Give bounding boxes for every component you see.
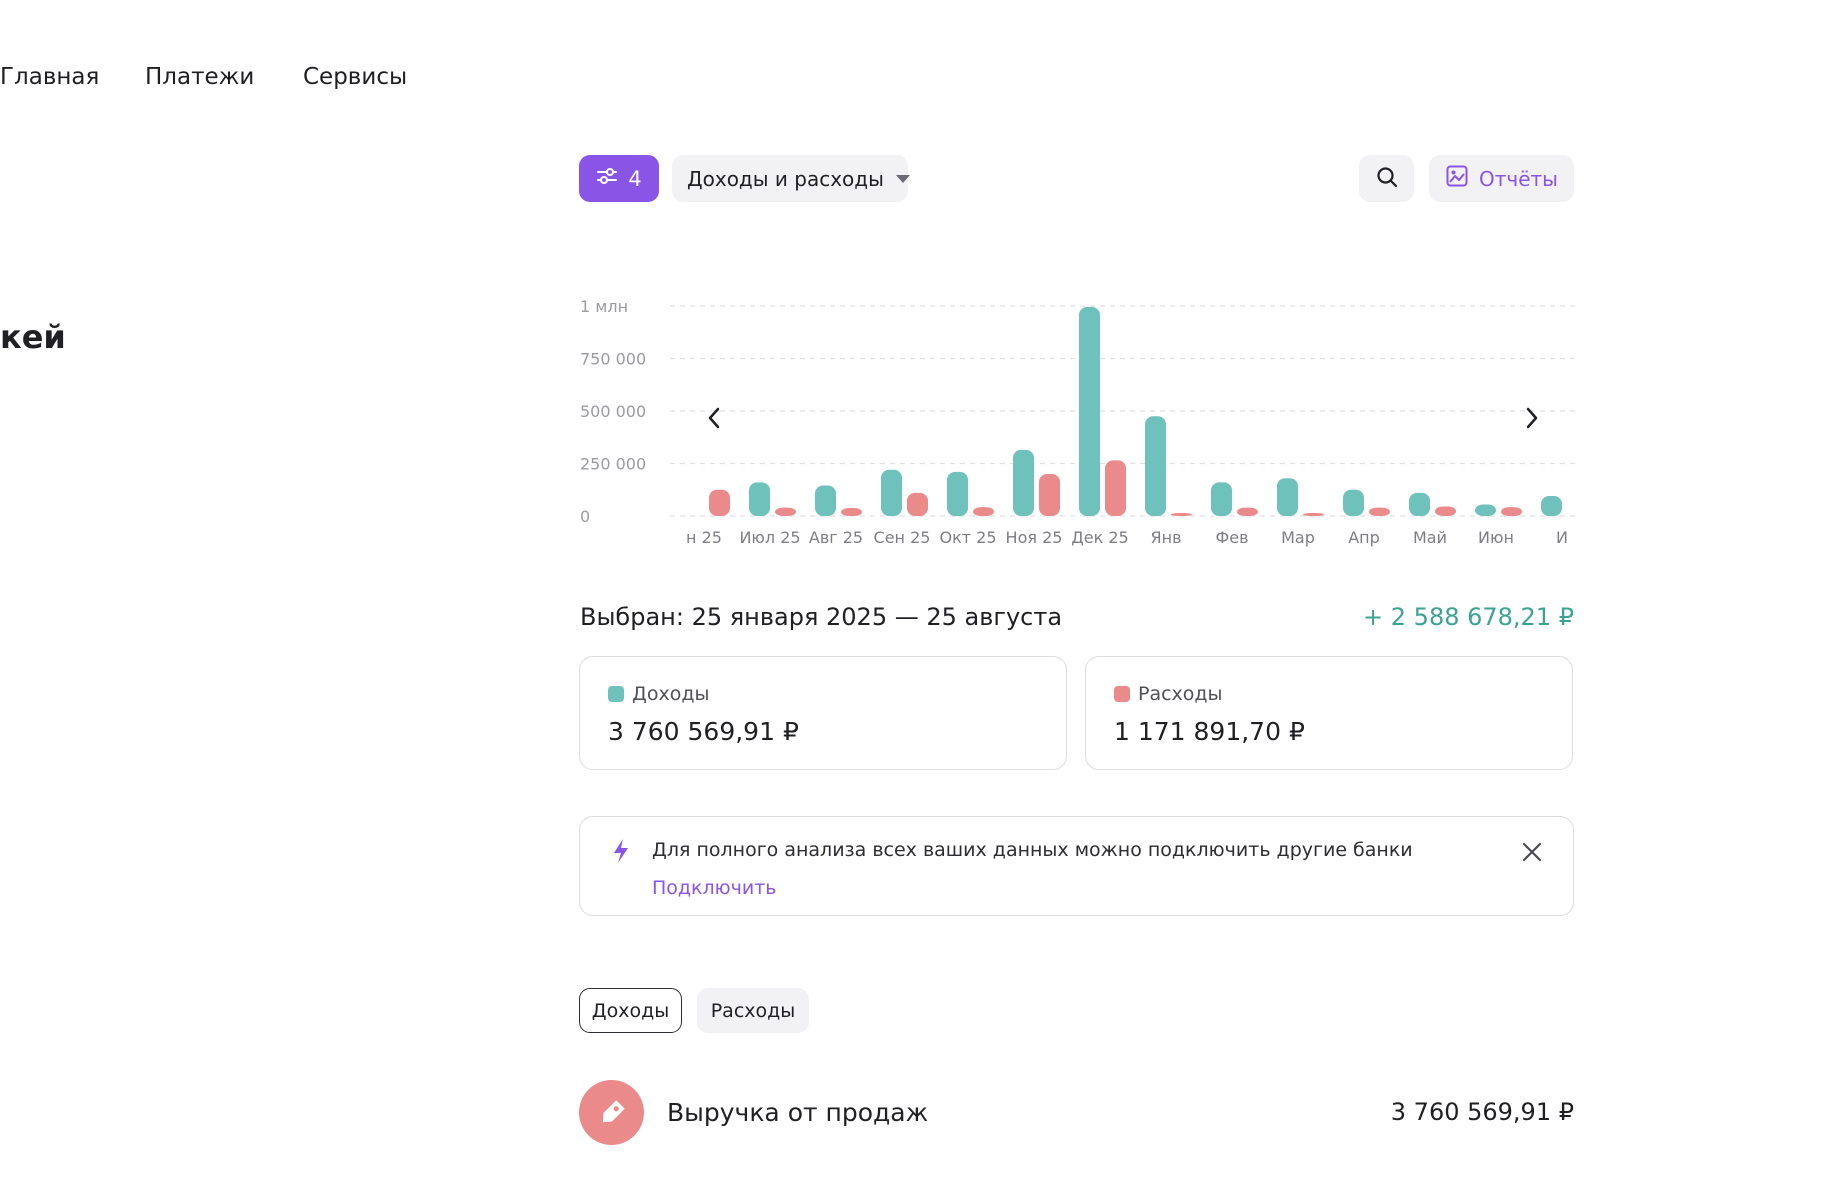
close-icon[interactable] xyxy=(1521,841,1543,867)
selected-period: Выбран: 25 января 2025 — 25 августа xyxy=(580,603,1063,631)
x-tick-label: Дек 25 xyxy=(1071,528,1128,547)
income-bar[interactable] xyxy=(1343,489,1364,516)
expense-bar[interactable] xyxy=(1237,507,1258,516)
x-tick-label: Сен 25 xyxy=(874,528,931,547)
expense-bar[interactable] xyxy=(1171,513,1192,516)
filter-count: 4 xyxy=(628,166,642,191)
x-tick-label: Июн xyxy=(1478,528,1514,547)
income-expense-chart: 0 250 000 500 000 750 000 1 млн н 25 Июл 25 Ав… xyxy=(580,297,1576,547)
sliders-icon xyxy=(596,166,618,191)
x-tick-label: Ноя 25 xyxy=(1006,528,1063,547)
expense-bar[interactable] xyxy=(1105,460,1126,516)
expense-bar[interactable] xyxy=(907,492,928,516)
x-tick-label: Авг 25 xyxy=(809,528,863,547)
y-tick-label: 500 000 xyxy=(580,402,646,421)
nav-item-payments[interactable]: Платежи xyxy=(145,64,255,90)
income-bar[interactable] xyxy=(1145,416,1166,516)
income-value: 3 760 569,91 ₽ xyxy=(608,717,799,746)
search-icon xyxy=(1375,165,1399,193)
y-axis: 0 250 000 500 000 750 000 1 млн xyxy=(580,297,646,526)
image-report-icon xyxy=(1445,164,1469,193)
income-bar[interactable] xyxy=(815,485,836,516)
nav-item-home[interactable]: Главная xyxy=(0,64,100,90)
y-tick-label: 0 xyxy=(580,507,590,526)
search-button[interactable] xyxy=(1359,155,1414,202)
income-bar[interactable] xyxy=(1013,449,1034,516)
reports-button[interactable]: Отчёты xyxy=(1429,155,1574,202)
chevron-left-icon[interactable] xyxy=(698,401,728,437)
expense-bar[interactable] xyxy=(1501,507,1522,516)
chevron-right-icon[interactable] xyxy=(1518,401,1548,437)
income-bar[interactable] xyxy=(947,471,968,516)
income-bar[interactable] xyxy=(749,482,770,516)
x-tick-label: Мар xyxy=(1281,528,1315,547)
connect-banks-banner: Для полного анализа всех ваших данных мо… xyxy=(579,816,1574,916)
x-tick-label: Янв xyxy=(1150,528,1181,547)
page-title: кей xyxy=(0,318,66,356)
x-tick-label: Июл 25 xyxy=(739,528,800,547)
price-tag-icon xyxy=(579,1080,644,1145)
list-item[interactable]: Выручка от продаж 3 760 569,91 ₽ xyxy=(579,1078,1574,1148)
x-tick-label: Фев xyxy=(1215,528,1248,547)
x-tick-label: Апр xyxy=(1348,528,1380,547)
income-bar[interactable] xyxy=(1475,504,1496,516)
category-name: Выручка от продаж xyxy=(667,1098,929,1127)
expense-label: Расходы xyxy=(1138,683,1223,705)
expense-bar[interactable] xyxy=(1369,507,1390,516)
dropdown-value: Доходы и расходы xyxy=(687,166,884,191)
net-total: + 2 588 678,21 ₽ xyxy=(1363,603,1574,631)
tab-income[interactable]: Доходы xyxy=(579,988,682,1033)
income-bar[interactable] xyxy=(1409,492,1430,516)
income-bar[interactable] xyxy=(881,469,902,516)
y-tick-label: 1 млн xyxy=(580,297,628,316)
expense-card[interactable]: Расходы 1 171 891,70 ₽ xyxy=(1085,656,1573,770)
expense-swatch xyxy=(1114,686,1130,702)
income-bar[interactable] xyxy=(1079,307,1100,516)
income-swatch xyxy=(608,686,624,702)
expense-bar[interactable] xyxy=(709,489,730,516)
x-tick-label: Май xyxy=(1413,528,1447,547)
income-bar[interactable] xyxy=(1541,496,1562,516)
x-tick-label: Окт 25 xyxy=(939,528,996,547)
tab-expenses[interactable]: Расходы xyxy=(697,988,809,1033)
view-type-dropdown[interactable]: Доходы и расходы xyxy=(672,155,910,202)
banner-message: Для полного анализа всех ваших данных мо… xyxy=(652,839,1413,861)
y-tick-label: 250 000 xyxy=(580,455,646,474)
reports-label: Отчёты xyxy=(1479,166,1558,191)
category-amount: 3 760 569,91 ₽ xyxy=(1390,1098,1574,1126)
income-label: Доходы xyxy=(632,683,710,705)
income-bar[interactable] xyxy=(1277,478,1298,516)
expense-bar[interactable] xyxy=(1435,506,1456,516)
expense-bar[interactable] xyxy=(1039,474,1060,516)
x-axis: н 25 Июл 25 Авг 25 Сен 25 Окт 25 Ноя 25 Дек 25… xyxy=(686,528,1568,547)
expense-bar[interactable] xyxy=(775,507,796,516)
filter-button[interactable]: 4 xyxy=(579,155,659,202)
expense-bar[interactable] xyxy=(973,507,994,516)
connect-link[interactable]: Подключить xyxy=(652,877,777,899)
nav-item-services[interactable]: Сервисы xyxy=(303,64,408,90)
lightning-icon xyxy=(610,837,632,869)
income-bar[interactable] xyxy=(1211,482,1232,516)
chart-bars[interactable] xyxy=(709,307,1562,516)
expense-bar[interactable] xyxy=(841,508,862,516)
income-card[interactable]: Доходы 3 760 569,91 ₽ xyxy=(579,656,1067,770)
chevron-down-icon xyxy=(895,174,910,183)
expense-value: 1 171 891,70 ₽ xyxy=(1114,717,1305,746)
x-tick-label: И xyxy=(1556,528,1568,547)
x-tick-label: н 25 xyxy=(686,528,722,547)
y-tick-label: 750 000 xyxy=(580,350,646,369)
expense-bar[interactable] xyxy=(1303,513,1324,516)
chart-grid xyxy=(670,305,1576,517)
